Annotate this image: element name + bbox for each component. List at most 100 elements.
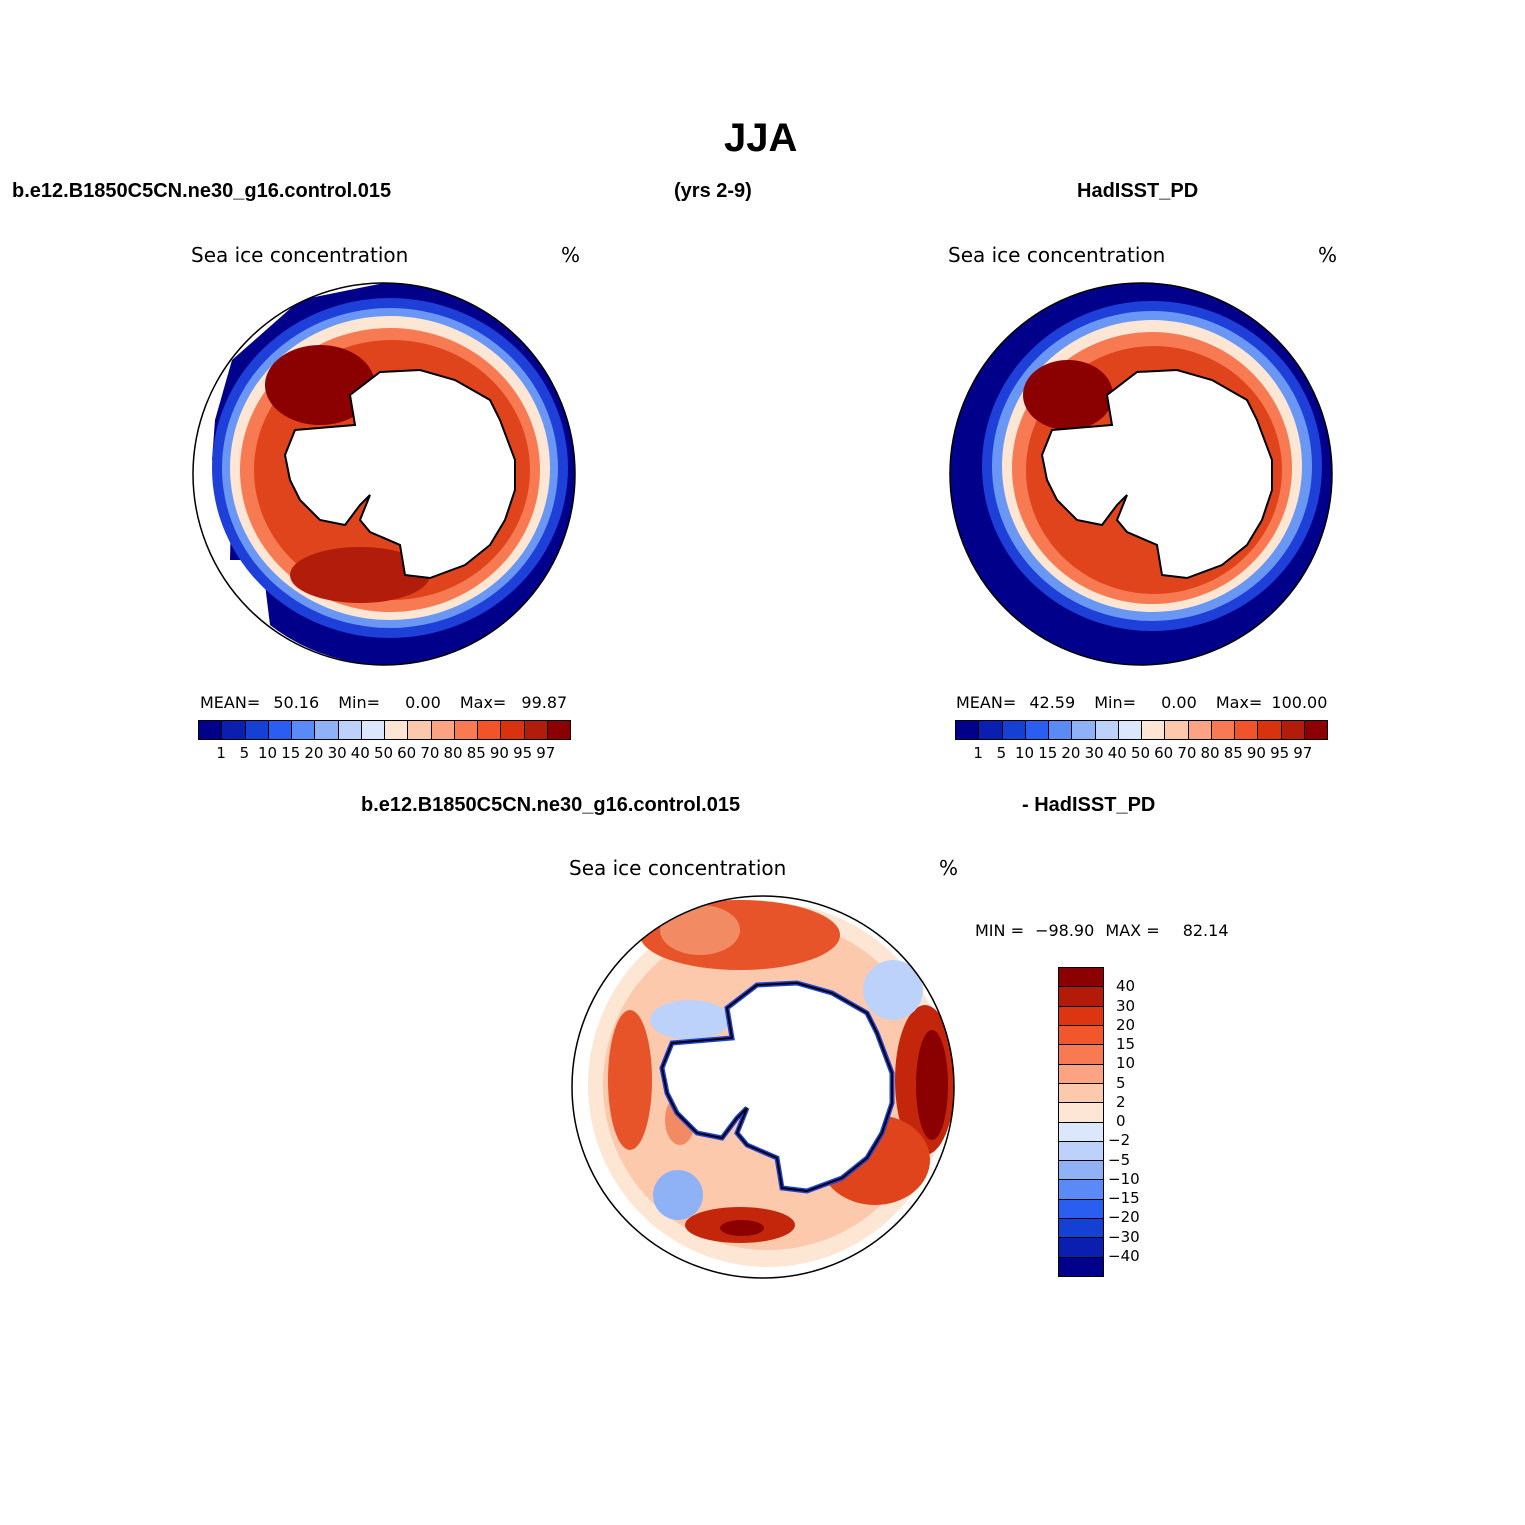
left-colorbar-tick-label: 97 — [536, 744, 556, 762]
left-colorbar-swatch — [199, 721, 223, 739]
left-colorbar — [198, 720, 571, 740]
right-max-value: 100.00 — [1271, 693, 1328, 712]
right-colorbar-swatch — [1235, 721, 1259, 739]
diff-antarctica-coastline — [660, 981, 893, 1193]
right-mean-label: MEAN= — [956, 693, 1017, 712]
right-colorbar-swatch — [1118, 721, 1142, 739]
left-colorbar-tick-label: 10 — [258, 744, 278, 762]
right-colorbar-tick-label: 20 — [1061, 744, 1081, 762]
right-antarctica — [1040, 368, 1273, 580]
diff-colorbar-swatch — [1059, 1141, 1103, 1162]
diff-colorbar-swatch — [1059, 987, 1103, 1007]
left-colorbar-swatch — [478, 721, 502, 739]
left-colorbar-tick-label: 40 — [350, 744, 370, 762]
left-mean-label: MEAN= — [200, 693, 261, 712]
diff-colorbar-swatch — [1059, 1006, 1103, 1026]
right-variable-label: Sea ice concentration — [948, 243, 1166, 267]
diff-colorbar-swatch — [1059, 1257, 1103, 1276]
diff-colorbar-tick-label: −30 — [1108, 1227, 1140, 1246]
case-name-header: b.e12.B1850C5CN.ne30_g16.control.015 — [12, 180, 392, 202]
diff-colorbar-swatch — [1059, 1199, 1103, 1220]
diff-obs-name-header: - HadISST_PD — [1022, 794, 1156, 816]
right-colorbar-swatch — [1258, 721, 1282, 739]
left-colorbar-swatch — [222, 721, 246, 739]
right-colorbar-tick-label: 90 — [1246, 744, 1266, 762]
right-units-label: % — [1318, 243, 1338, 267]
years-header: (yrs 2-9) — [674, 180, 752, 202]
diff-colorbar-swatch — [1059, 1180, 1103, 1200]
diff-colorbar-tick-label: 2 — [1116, 1092, 1126, 1111]
right-colorbar-tick-label: 97 — [1293, 744, 1313, 762]
diff-units-label: % — [939, 856, 959, 880]
left-colorbar-tick-label: 80 — [443, 744, 463, 762]
left-colorbar-swatch — [268, 721, 292, 739]
diff-colorbar-tick-label: 0 — [1116, 1112, 1126, 1130]
right-colorbar-swatch — [1165, 721, 1189, 739]
diff-colorbar-swatch — [1059, 1083, 1103, 1104]
right-colorbar-tick-label: 50 — [1130, 744, 1151, 762]
diff-colorbar-swatch — [1059, 1025, 1103, 1046]
diff-colorbar-tick-label: −10 — [1108, 1169, 1140, 1188]
right-colorbar-swatch — [1211, 721, 1235, 739]
left-colorbar-swatch — [245, 721, 269, 739]
right-colorbar-tick-label: 70 — [1177, 744, 1197, 762]
diff-min-value: −98.90 — [1035, 921, 1095, 940]
left-colorbar-tick-label: 85 — [466, 744, 486, 762]
left-colorbar-swatch — [385, 721, 409, 739]
diff-colorbar-swatch — [1059, 1064, 1103, 1084]
left-max-value: 99.87 — [521, 693, 568, 712]
left-colorbar-tick-label: 95 — [513, 744, 533, 762]
left-colorbar-swatch — [338, 721, 362, 739]
right-colorbar-tick-label: 80 — [1200, 744, 1220, 762]
diff-colorbar-swatch — [1059, 1238, 1103, 1258]
left-colorbar-tick-label: 70 — [420, 744, 440, 762]
left-colorbar-tick-label: 1 — [216, 744, 226, 762]
diff-colorbar-tick-label: 20 — [1116, 1015, 1136, 1034]
right-stats: MEAN= 42.59 Min= 0.00 Max= 100.00 — [956, 693, 1327, 712]
diff-case-name-header: b.e12.B1850C5CN.ne30_g16.control.015 — [361, 794, 741, 816]
diff-colorbar-tick-label: −20 — [1108, 1208, 1140, 1227]
left-min-label: Min= — [338, 693, 381, 712]
left-colorbar-swatch — [361, 721, 385, 739]
right-colorbar-ticks: 1 5 10 15 20 30 40 50 60 70 80 85 90 95 97 — [955, 744, 1326, 764]
left-colorbar-swatch — [501, 721, 525, 739]
diff-colorbar-tick-label: −40 — [1108, 1246, 1140, 1265]
left-min-value: 0.00 — [405, 693, 441, 712]
left-colorbar-swatch — [431, 721, 455, 739]
right-colorbar-swatch — [1281, 721, 1305, 739]
diff-max-value: 82.14 — [1182, 921, 1229, 940]
right-colorbar-tick-label: 5 — [996, 744, 1007, 762]
left-colorbar-tick-label: 60 — [397, 744, 417, 762]
diff-max-label: MAX = — [1105, 921, 1160, 940]
diff-min-label: MIN = — [975, 921, 1024, 940]
left-mean-value: 50.16 — [273, 693, 320, 712]
left-colorbar-swatch — [547, 721, 570, 739]
right-colorbar-tick-label: 85 — [1223, 744, 1243, 762]
right-colorbar-tick-label: 1 — [973, 744, 983, 762]
right-colorbar-swatch — [979, 721, 1003, 739]
diff-colorbar-swatch — [1059, 1122, 1103, 1142]
right-colorbar-tick-label: 10 — [1015, 744, 1035, 762]
diff-colorbar-tick-label: −5 — [1108, 1150, 1131, 1169]
left-colorbar-tick-label: 90 — [489, 744, 509, 762]
diff-colorbar-swatch — [1059, 1045, 1103, 1065]
left-stats: MEAN= 50.16 Min= 0.00 Max= 99.87 — [200, 693, 567, 712]
right-max-label: Max= — [1215, 693, 1263, 712]
left-colorbar-swatch — [524, 721, 548, 739]
left-colorbar-tick-label: 15 — [281, 744, 301, 762]
diff-colorbar-tick-label: 40 — [1116, 977, 1136, 996]
left-max-label: Max= — [459, 693, 507, 712]
right-colorbar-swatch — [956, 721, 980, 739]
left-colorbar-swatch — [408, 721, 432, 739]
diff-colorbar-swatch — [1059, 1161, 1103, 1181]
right-colorbar-swatch — [1095, 721, 1119, 739]
diff-colorbar-swatch — [1059, 968, 1103, 988]
right-colorbar-swatch — [1025, 721, 1049, 739]
left-colorbar-tick-label: 20 — [304, 744, 324, 762]
left-antarctica — [283, 368, 516, 580]
diff-colorbar-swatch — [1059, 1219, 1103, 1239]
right-min-label: Min= — [1094, 693, 1137, 712]
diff-colorbar-ticks: 40 30 20 15 10 5 2 0 −2 −5 −10 −15 −20 −30 −40 — [1108, 967, 1168, 1275]
